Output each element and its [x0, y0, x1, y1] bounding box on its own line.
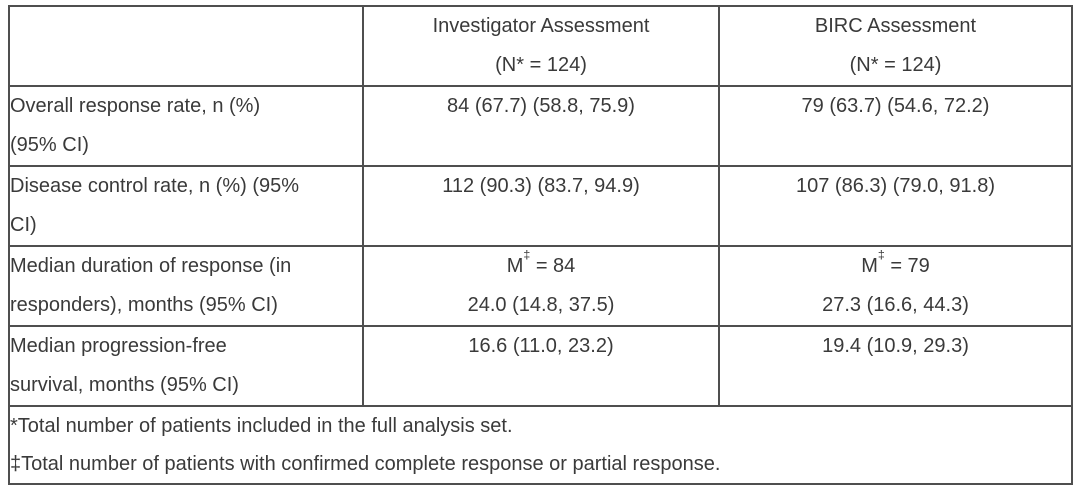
- header-row: Investigator Assessment (N* = 124) BIRC As…: [8, 5, 1073, 87]
- clinical-results-table-container: Investigator Assessment (N* = 124) BIRC As…: [8, 5, 1073, 485]
- table-body: Overall response rate, n (%) (95% CI) 84 (…: [8, 85, 1073, 407]
- footnote: *Total number of patients included in th…: [10, 415, 513, 437]
- results-table: Investigator Assessment (N* = 124) BIRC As…: [8, 5, 1073, 485]
- investigator-value-cell: 112 (90.3) (83.7, 94.9): [362, 165, 720, 247]
- metric-label-line: Overall response rate, n (%): [10, 95, 261, 117]
- investigator-value-cell: M‡ = 84 24.0 (14.8, 37.5): [362, 245, 720, 327]
- column-header-line: (N* = 124): [849, 54, 942, 76]
- table-row: Median duration of response (in responder…: [8, 245, 1073, 327]
- column-header-line: BIRC Assessment: [814, 15, 977, 37]
- metric-label-line: (95% CI): [10, 134, 89, 156]
- investigator-value-line: 112 (90.3) (83.7, 94.9): [442, 175, 640, 197]
- table-header: Investigator Assessment (N* = 124) BIRC As…: [8, 5, 1073, 87]
- empty-corner-cell: [8, 5, 364, 87]
- birc-value-line: M‡ = 79: [861, 247, 930, 277]
- investigator-value-cell: 84 (67.7) (58.8, 75.9): [362, 85, 720, 167]
- double-dagger-symbol: ‡: [877, 247, 885, 262]
- metric-label-line: Median duration of response (in: [10, 255, 292, 277]
- footnote: ‡Total number of patients with confirmed…: [10, 453, 721, 475]
- birc-value-line: 27.3 (16.6, 44.3): [822, 294, 969, 316]
- investigator-value-cell: 16.6 (11.0, 23.2): [362, 325, 720, 407]
- investigator-value-line: 16.6 (11.0, 23.2): [468, 335, 614, 357]
- column-header-birc: BIRC Assessment (N* = 124): [718, 5, 1073, 87]
- column-header-investigator: Investigator Assessment (N* = 124): [362, 5, 720, 87]
- metric-label-line: survival, months (95% CI): [10, 374, 239, 396]
- table-row: Median progression-free survival, months …: [8, 325, 1073, 407]
- footnote-row: *Total number of patients included in th…: [8, 405, 1073, 485]
- birc-value-line: 107 (86.3) (79.0, 91.8): [795, 175, 995, 197]
- metric-label-cell: Median duration of response (in responder…: [8, 245, 364, 327]
- birc-value-line: 19.4 (10.9, 29.3): [822, 335, 969, 357]
- birc-value-cell: M‡ = 79 27.3 (16.6, 44.3): [718, 245, 1073, 327]
- metric-label-cell: Overall response rate, n (%) (95% CI): [8, 85, 364, 167]
- table-row: Overall response rate, n (%) (95% CI) 84 (…: [8, 85, 1073, 167]
- footnotes-cell: *Total number of patients included in th…: [8, 405, 1073, 485]
- investigator-value-line: 84 (67.7) (58.8, 75.9): [447, 95, 635, 117]
- metric-label-line: Median progression-free: [10, 335, 227, 357]
- table-row: Disease control rate, n (%) (95% CI) 112 (…: [8, 165, 1073, 247]
- birc-value-cell: 107 (86.3) (79.0, 91.8): [718, 165, 1073, 247]
- column-header-line: (N* = 124): [495, 54, 587, 76]
- birc-value-line: 79 (63.7) (54.6, 72.2): [801, 95, 990, 117]
- table-footer: *Total number of patients included in th…: [8, 405, 1073, 485]
- metric-label-cell: Disease control rate, n (%) (95% CI): [8, 165, 364, 247]
- metric-label-line: responders), months (95% CI): [10, 294, 278, 316]
- metric-label-cell: Median progression-free survival, months …: [8, 325, 364, 407]
- metric-label-line: CI): [10, 214, 37, 236]
- birc-value-cell: 19.4 (10.9, 29.3): [718, 325, 1073, 407]
- column-header-line: Investigator Assessment: [432, 15, 650, 37]
- double-dagger-symbol: ‡: [523, 247, 531, 262]
- metric-label-line: Disease control rate, n (%) (95%: [10, 175, 300, 197]
- birc-value-cell: 79 (63.7) (54.6, 72.2): [718, 85, 1073, 167]
- investigator-value-line: 24.0 (14.8, 37.5): [467, 294, 615, 316]
- investigator-value-line: M‡ = 84: [506, 247, 576, 277]
